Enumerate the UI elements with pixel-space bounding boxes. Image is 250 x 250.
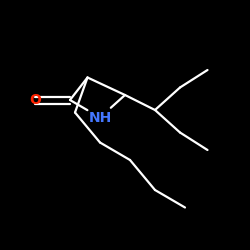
Text: O: O [29, 93, 41, 107]
Text: NH: NH [88, 110, 112, 124]
